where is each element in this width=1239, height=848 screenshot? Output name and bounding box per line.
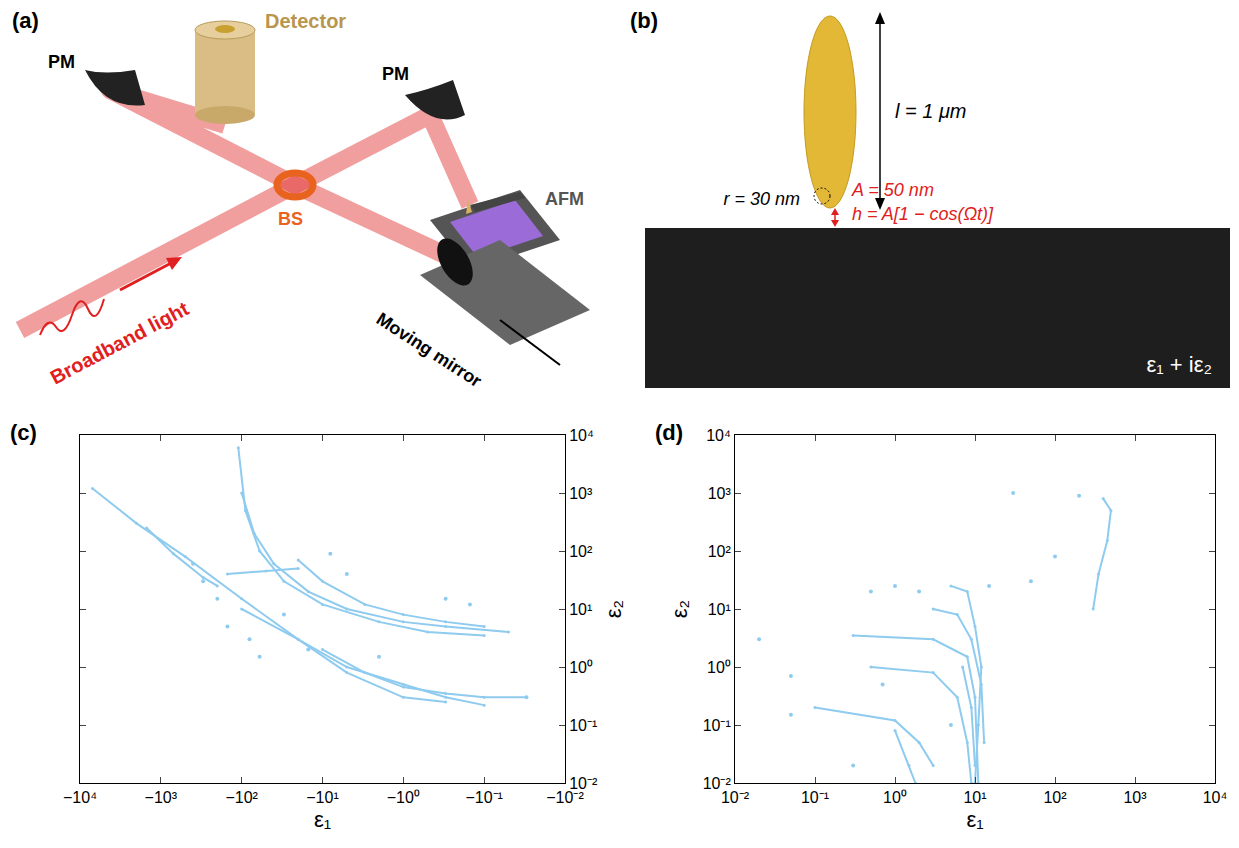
svg-text:r = 30 nm: r = 30 nm xyxy=(723,189,800,209)
svg-text:10¹: 10¹ xyxy=(963,789,986,806)
svg-text:ε₁: ε₁ xyxy=(966,807,983,832)
svg-text:10³: 10³ xyxy=(569,485,593,502)
svg-text:PM: PM xyxy=(48,52,75,72)
svg-text:−10³: −10³ xyxy=(145,789,178,806)
svg-text:10¹: 10¹ xyxy=(708,601,731,618)
svg-text:−10⁰: −10⁰ xyxy=(387,789,420,806)
svg-text:10⁰: 10⁰ xyxy=(883,789,907,806)
svg-text:10⁻²: 10⁻² xyxy=(569,775,598,792)
html-text:(d): (d) xyxy=(655,420,684,445)
svg-text:ε₁: ε₁ xyxy=(314,807,331,832)
svg-text:−10²: −10² xyxy=(225,789,258,806)
svg-text:10²: 10² xyxy=(1043,789,1067,806)
svg-text:ε₁ + iε₂: ε₁ + iε₂ xyxy=(1146,352,1212,377)
svg-text:10⁻¹: 10⁻¹ xyxy=(801,789,829,806)
svg-text:10¹: 10¹ xyxy=(569,601,592,618)
svg-text:−10⁻²: −10⁻² xyxy=(546,789,584,806)
svg-text:BS: BS xyxy=(278,209,303,229)
svg-text:10⁻¹: 10⁻¹ xyxy=(703,717,731,734)
svg-text:Moving mirror: Moving mirror xyxy=(373,309,485,392)
svg-text:Broadband light: Broadband light xyxy=(47,297,193,389)
svg-text:10⁻²: 10⁻² xyxy=(703,775,732,792)
svg-text:10³: 10³ xyxy=(1123,789,1147,806)
svg-text:10³: 10³ xyxy=(708,485,732,502)
svg-text:Detector: Detector xyxy=(265,10,346,32)
svg-text:A = 50 nm: A = 50 nm xyxy=(851,180,934,200)
html-text:(c): (c) xyxy=(10,420,37,445)
svg-text:−10⁻¹: −10⁻¹ xyxy=(465,789,502,806)
svg-text:10²: 10² xyxy=(569,543,593,560)
svg-text:(a): (a) xyxy=(12,8,39,33)
svg-text:h = A[1 − cos(Ωt)]: h = A[1 − cos(Ωt)] xyxy=(852,204,994,224)
svg-text:10²: 10² xyxy=(708,543,732,560)
svg-text:10⁰: 10⁰ xyxy=(707,659,731,676)
svg-text:l = 1 μm: l = 1 μm xyxy=(895,100,967,122)
svg-text:PM: PM xyxy=(382,64,409,84)
svg-text:(b): (b) xyxy=(630,8,658,33)
svg-text:10⁴: 10⁴ xyxy=(1203,789,1228,806)
svg-text:10⁴: 10⁴ xyxy=(569,427,594,444)
svg-text:ε₂: ε₂ xyxy=(667,600,692,618)
svg-text:10⁻²: 10⁻² xyxy=(721,789,750,806)
svg-text:10⁴: 10⁴ xyxy=(706,427,731,444)
svg-text:ε₂: ε₂ xyxy=(601,600,626,618)
svg-text:−10¹: −10¹ xyxy=(306,789,338,806)
svg-text:−10⁴: −10⁴ xyxy=(63,789,97,806)
svg-text:10⁻¹: 10⁻¹ xyxy=(569,717,597,734)
svg-text:AFM: AFM xyxy=(545,189,584,209)
svg-text:10⁰: 10⁰ xyxy=(569,659,593,676)
